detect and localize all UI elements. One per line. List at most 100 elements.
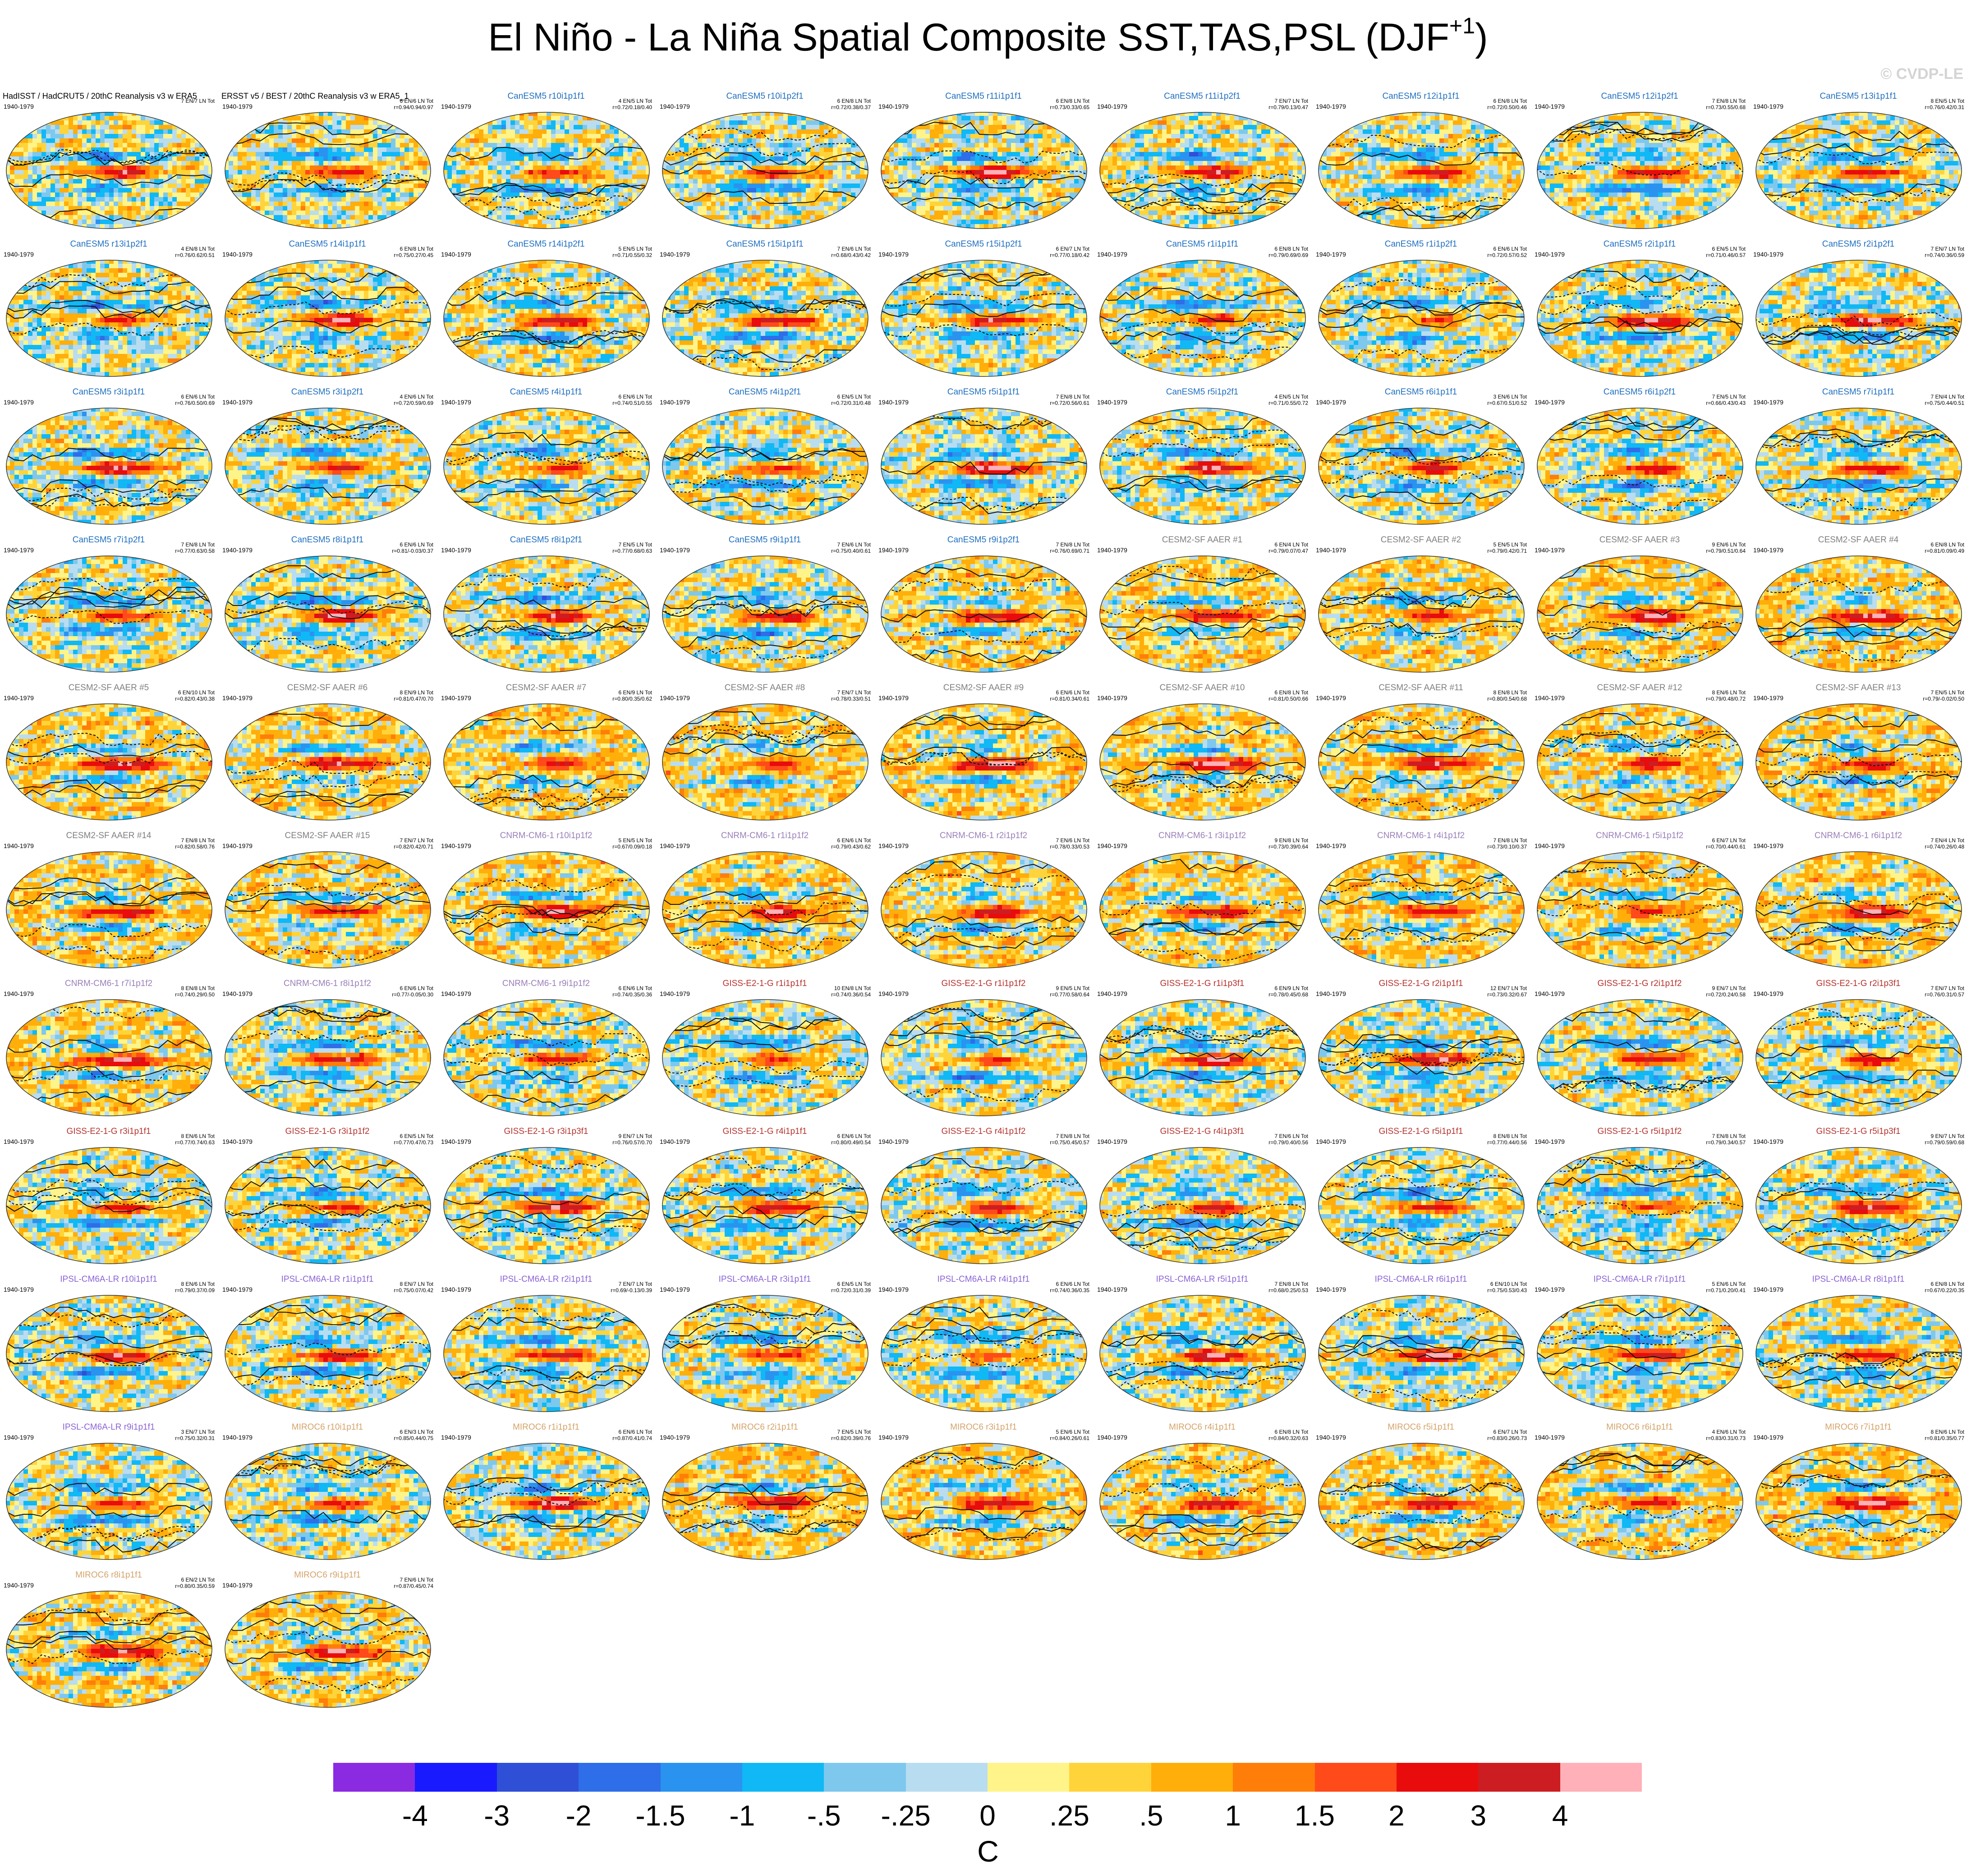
panel-period: 1940-1979 xyxy=(878,990,909,997)
panel-stats: 6 EN/8 LN Tot r=0.73/0.33/0.65 xyxy=(1050,98,1089,110)
panel-stats: 7 EN/4 LN Tot r=0.75/0.44/0.51 xyxy=(1925,394,1964,406)
panel-map xyxy=(662,851,869,969)
map-panel: CNRM-CM6-1 r2i1p1f2 1940-1979 7 EN/6 LN To… xyxy=(878,831,1089,971)
map-panel: CESM2-SF AAER #8 1940-1979 7 EN/7 LN Tot r=… xyxy=(659,683,871,823)
map-panel: CanESM5 r13i1p2f1 1940-1979 4 EN/8 LN Tot r… xyxy=(3,239,215,379)
panel-stats: 6 EN/8 LN Tot r=0.81/0.09/0.49 xyxy=(1925,541,1964,554)
panel-period: 1940-1979 xyxy=(1316,694,1346,702)
map-panel: GISS-E2-1-G r4i1p3f1 1940-1979 7 EN/6 LN T… xyxy=(1096,1127,1308,1266)
panel-pattern-correlation: r=0.75/0.40/0.61 xyxy=(831,548,871,554)
panel-map xyxy=(662,259,869,377)
panel-map xyxy=(224,1590,432,1708)
panel-period: 1940-1979 xyxy=(878,694,909,702)
panel-period: 1940-1979 xyxy=(1316,399,1346,406)
panel-map xyxy=(1755,1294,1962,1413)
panel-map xyxy=(1536,407,1744,525)
panel-pattern-correlation: r=0.79/0.42/0.71 xyxy=(1487,548,1527,554)
panel-period: 1940-1979 xyxy=(660,399,690,406)
panel-event-count: 6 EN/8 LN Tot xyxy=(831,98,871,104)
panel-stats: 7 EN/5 LN Tot r=0.79/-0.02/0.50 xyxy=(1923,689,1964,702)
panel-period: 1940-1979 xyxy=(878,1434,909,1441)
panel-pattern-correlation: r=0.77/0.47/0.73 xyxy=(394,1139,433,1146)
map-panel: CESM2-SF AAER #10 1940-1979 6 EN/8 LN Tot r… xyxy=(1096,683,1308,823)
panel-stats: 6 EN/2 LN Tot r=0.80/0.35/0.59 xyxy=(175,1577,215,1589)
panel-map xyxy=(1536,851,1744,969)
panel-pattern-correlation: r=0.72/0.18/0.40 xyxy=(612,104,652,110)
panel-pattern-correlation: r=0.75/0.32/0.31 xyxy=(175,1435,215,1441)
panel-event-count: 7 EN/5 LN Tot xyxy=(612,541,652,548)
panel-pattern-correlation: r=0.94/0.94/0.97 xyxy=(394,104,433,110)
map-panel: MIROC6 r5i1p1f1 1940-1979 6 EN/7 LN Tot r=0… xyxy=(1315,1422,1527,1562)
panel-event-count: 9 EN/7 LN Tot xyxy=(612,1133,652,1139)
panel-stats: 9 EN/5 LN Tot r=0.77/0.58/0.64 xyxy=(1050,985,1089,998)
panel-period: 1940-1979 xyxy=(878,399,909,406)
panel-period: 1940-1979 xyxy=(1316,546,1346,554)
panel-event-count: 6 EN/8 LN Tot xyxy=(1268,689,1308,696)
map-panel: CESM2-SF AAER #2 1940-1979 5 EN/5 LN Tot r=… xyxy=(1315,535,1527,675)
panel-event-count: 6 EN/7 LN Tot xyxy=(1487,1429,1527,1435)
map-panel: CESM2-SF AAER #5 1940-1979 6 EN/10 LN Tot r… xyxy=(3,683,215,823)
map-panel: CanESM5 r5i1p1f1 1940-1979 7 EN/8 LN Tot r=… xyxy=(878,387,1089,527)
colorbar-tick-label: -2 xyxy=(566,1799,592,1832)
map-panel: GISS-E2-1-G r2i1p1f2 1940-1979 9 EN/7 LN T… xyxy=(1534,979,1746,1119)
panel-pattern-correlation: r=0.73/0.55/0.68 xyxy=(1706,104,1746,110)
panel-event-count: 6 EN/9 LN Tot xyxy=(1268,985,1308,991)
panel-period: 1940-1979 xyxy=(441,990,471,997)
panel-period: 1940-1979 xyxy=(4,1434,34,1441)
panel-map xyxy=(1755,999,1962,1117)
panel-map xyxy=(5,1294,213,1413)
map-panel: IPSL-CM6A-LR r9i1p1f1 1940-1979 3 EN/7 LN … xyxy=(3,1422,215,1562)
map-panel: CESM2-SF AAER #14 1940-1979 7 EN/8 LN Tot r… xyxy=(3,831,215,971)
map-panel: CanESM5 r2i1p2f1 1940-1979 7 EN/7 LN Tot r=… xyxy=(1752,239,1964,379)
panel-map xyxy=(880,259,1088,377)
panel-period: 1940-1979 xyxy=(441,546,471,554)
panel-map xyxy=(1099,703,1306,821)
panel-pattern-correlation: r=0.78/0.33/0.53 xyxy=(1050,844,1089,850)
panel-stats: 6 EN/3 LN Tot r=0.85/0.44/0.75 xyxy=(394,1429,433,1441)
panel-period: 1940-1979 xyxy=(4,546,34,554)
panel-pattern-correlation: r=0.81/0.34/0.61 xyxy=(1050,696,1089,702)
panel-period: 1940-1979 xyxy=(1316,842,1346,849)
panel-pattern-correlation: r=0.74/0.29/0.50 xyxy=(175,991,215,998)
panel-period: 1940-1979 xyxy=(1316,1138,1346,1145)
map-panel: CanESM5 r11i1p1f1 1940-1979 6 EN/8 LN Tot r… xyxy=(878,92,1089,231)
map-panel: CanESM5 r4i1p1f1 1940-1979 6 EN/6 LN Tot r=… xyxy=(440,387,652,527)
panel-period: 1940-1979 xyxy=(1316,251,1346,258)
colorbar-swatch-6 xyxy=(824,1763,905,1792)
map-panel: CESM2-SF AAER #15 1940-1979 7 EN/7 LN Tot r… xyxy=(221,831,433,971)
panel-stats: 6 EN/6 LN Tot r=0.72/0.57/0.52 xyxy=(1487,246,1527,258)
panel-pattern-correlation: r=0.75/0.44/0.51 xyxy=(1925,400,1964,406)
panel-map xyxy=(1536,555,1744,673)
map-panel: IPSL-CM6A-LR r10i1p1f1 1940-1979 8 EN/6 LN… xyxy=(3,1275,215,1414)
panel-period: 1940-1979 xyxy=(4,1138,34,1145)
panel-event-count: 6 EN/8 LN Tot xyxy=(1268,246,1308,252)
colorbar-tick-label: -3 xyxy=(484,1799,510,1832)
map-panel: GISS-E2-1-G r2i1p3f1 1940-1979 7 EN/7 LN T… xyxy=(1752,979,1964,1119)
panel-pattern-correlation: r=0.79/0.13/0.47 xyxy=(1268,104,1308,110)
panel-period: 1940-1979 xyxy=(4,399,34,406)
colorbar-tick-labels: -4 -3 -2 -1.5 -1 -.5 -.25 0.25.5 1 1.5 2 3 4 xyxy=(333,1799,1642,1830)
panel-pattern-correlation: r=0.74/0.26/0.48 xyxy=(1925,844,1964,850)
panel-map xyxy=(1536,1294,1744,1413)
panel-map xyxy=(1536,1147,1744,1265)
panel-pattern-correlation: r=0.82/0.42/0.71 xyxy=(394,844,433,850)
panel-stats: 5 EN/5 LN Tot r=0.71/0.55/0.32 xyxy=(612,246,652,258)
panel-map xyxy=(1536,111,1744,229)
colorbar-swatch-13 xyxy=(1397,1763,1478,1792)
panel-map xyxy=(1099,111,1306,229)
map-panel: MIROC6 r7i1p1f1 1940-1979 8 EN/6 LN Tot r=0… xyxy=(1752,1422,1964,1562)
map-panel: CESM2-SF AAER #9 1940-1979 6 EN/6 LN Tot r=… xyxy=(878,683,1089,823)
panel-map xyxy=(224,555,432,673)
panel-map xyxy=(5,555,213,673)
panel-pattern-correlation: r=0.81/-0.03/0.37 xyxy=(392,548,433,554)
panel-pattern-correlation: r=0.77/0.58/0.64 xyxy=(1050,991,1089,998)
map-panel: CanESM5 r12i1p2f1 1940-1979 7 EN/8 LN Tot r… xyxy=(1534,92,1746,231)
panel-pattern-correlation: r=0.78/0.45/0.68 xyxy=(1268,991,1308,998)
panel-map xyxy=(224,851,432,969)
panel-stats: 6 EN/8 LN Tot r=0.72/0.38/0.37 xyxy=(831,98,871,110)
panel-stats: 5 EN/6 LN Tot r=0.84/0.26/0.61 xyxy=(1050,1429,1089,1441)
panel-event-count: 6 EN/7 LN Tot xyxy=(1706,837,1746,844)
panel-map xyxy=(224,111,432,229)
panel-event-count: 7 EN/7 LN Tot xyxy=(611,1281,652,1287)
map-panel: IPSL-CM6A-LR r8i1p1f1 1940-1979 6 EN/8 LN … xyxy=(1752,1275,1964,1414)
